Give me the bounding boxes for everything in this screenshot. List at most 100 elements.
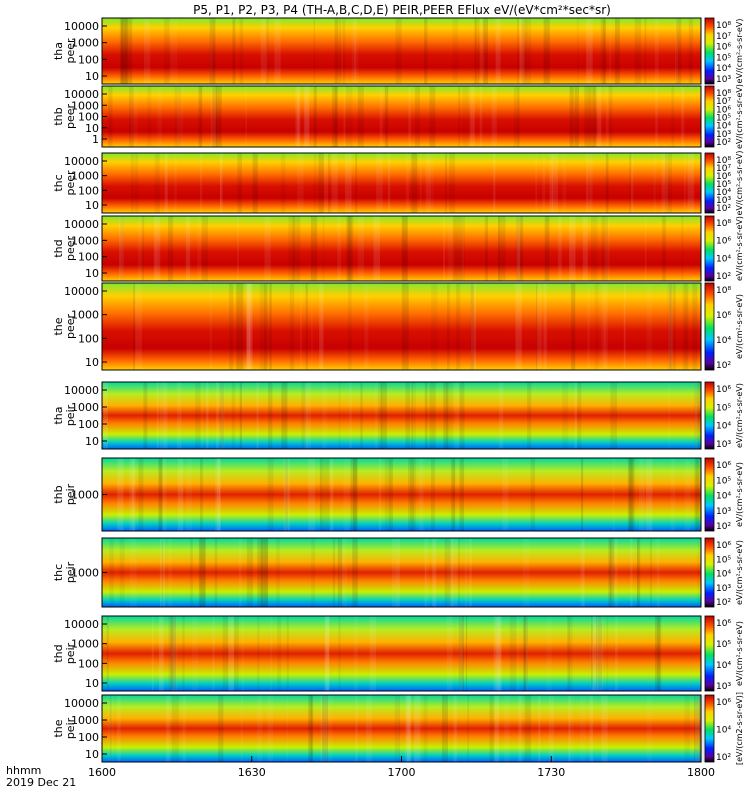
streak: [360, 382, 363, 449]
colorbar-tick-label: 10⁶: [716, 237, 731, 247]
streak: [239, 382, 242, 449]
streak: [384, 458, 391, 531]
streak: [411, 382, 413, 449]
streak: [608, 86, 613, 147]
streak: [384, 86, 389, 147]
panel-frame: [101, 615, 702, 692]
streak: [596, 616, 602, 691]
streak: [199, 538, 206, 607]
streak: [429, 382, 436, 449]
streak: [303, 86, 309, 147]
streak: [684, 283, 688, 370]
streak: [521, 18, 528, 84]
streak: [313, 153, 317, 213]
streak: [263, 538, 269, 607]
streak: [515, 283, 522, 370]
streak: [164, 18, 170, 84]
panel-product-label: peer: [64, 170, 77, 196]
panel-probe-label: thb: [52, 107, 65, 125]
y-tick-label: 10: [85, 267, 99, 280]
streak: [200, 153, 203, 213]
streak: [464, 538, 468, 607]
y-tick-label: 1000: [71, 37, 99, 50]
streak: [484, 216, 488, 281]
panel-product-label: peer: [64, 236, 77, 262]
streak: [574, 382, 577, 449]
streak: [351, 18, 359, 84]
streak: [376, 153, 383, 213]
streak: [646, 695, 653, 762]
streak: [499, 382, 504, 449]
streak: [119, 216, 124, 281]
colorbar-tick-label: 10²: [716, 598, 731, 608]
x-tick-label: 1800: [687, 766, 715, 779]
streak: [161, 538, 163, 607]
streak: [650, 538, 653, 607]
streak: [338, 382, 341, 449]
streak: [585, 153, 591, 213]
streak: [216, 382, 220, 449]
streak: [218, 695, 224, 762]
streak: [228, 616, 235, 691]
streak: [286, 616, 289, 691]
streak: [264, 216, 271, 281]
streak: [252, 153, 258, 213]
colorbar-unit-label: eV/(cm²-s-sr-eV): [735, 84, 744, 149]
colorbar: [704, 215, 715, 282]
streak: [185, 216, 191, 281]
y-tick-label: 10000: [64, 218, 99, 231]
streak: [681, 216, 684, 281]
streak: [387, 153, 391, 213]
streak: [349, 382, 352, 449]
streak: [494, 695, 500, 762]
streak: [170, 18, 178, 84]
streak: [676, 18, 682, 84]
streak: [182, 616, 185, 691]
streak: [369, 616, 377, 691]
streak: [326, 695, 333, 762]
streak: [132, 458, 135, 531]
streak: [590, 153, 593, 213]
streak: [239, 18, 244, 84]
streak: [695, 695, 702, 762]
streak: [209, 283, 212, 370]
streak: [295, 86, 300, 147]
streak: [516, 216, 521, 281]
streak: [168, 216, 174, 281]
streak: [246, 283, 248, 370]
colorbar-tick-label: 10⁸: [716, 219, 731, 229]
streak: [467, 695, 469, 762]
streak: [200, 458, 203, 531]
streak: [289, 283, 295, 370]
streak: [601, 216, 608, 281]
panel-thd-peer: 10000 1000 100 10 thd peer 10⁸ 10⁶ 10⁴ 10² eV/(cm²…: [52, 215, 744, 282]
streak: [477, 18, 480, 84]
streak: [342, 538, 348, 607]
streak: [462, 216, 464, 281]
spectrogram-area: [102, 616, 701, 691]
streak: [108, 86, 113, 147]
streak: [348, 216, 354, 281]
streak: [600, 18, 606, 84]
colorbar-tick-label: 10⁴: [716, 726, 731, 736]
streak: [597, 616, 603, 691]
streak: [365, 695, 372, 762]
streak: [608, 538, 612, 607]
streak: [582, 216, 588, 281]
x-tick-label: 1730: [537, 766, 565, 779]
streak: [474, 18, 477, 84]
spectrogram-area: [102, 458, 701, 531]
y-tick-label: 100: [78, 111, 99, 124]
streak: [408, 458, 415, 531]
colorbar-tick-label: 10³: [716, 507, 731, 517]
streak: [325, 616, 330, 691]
streak: [665, 153, 672, 213]
streak: [159, 538, 166, 607]
colorbar-tick-label: 10²: [716, 272, 731, 282]
streak: [410, 458, 417, 531]
streak: [109, 695, 112, 762]
streak: [256, 695, 263, 762]
streak: [470, 86, 475, 147]
streak: [479, 18, 485, 84]
streak: [192, 616, 198, 691]
